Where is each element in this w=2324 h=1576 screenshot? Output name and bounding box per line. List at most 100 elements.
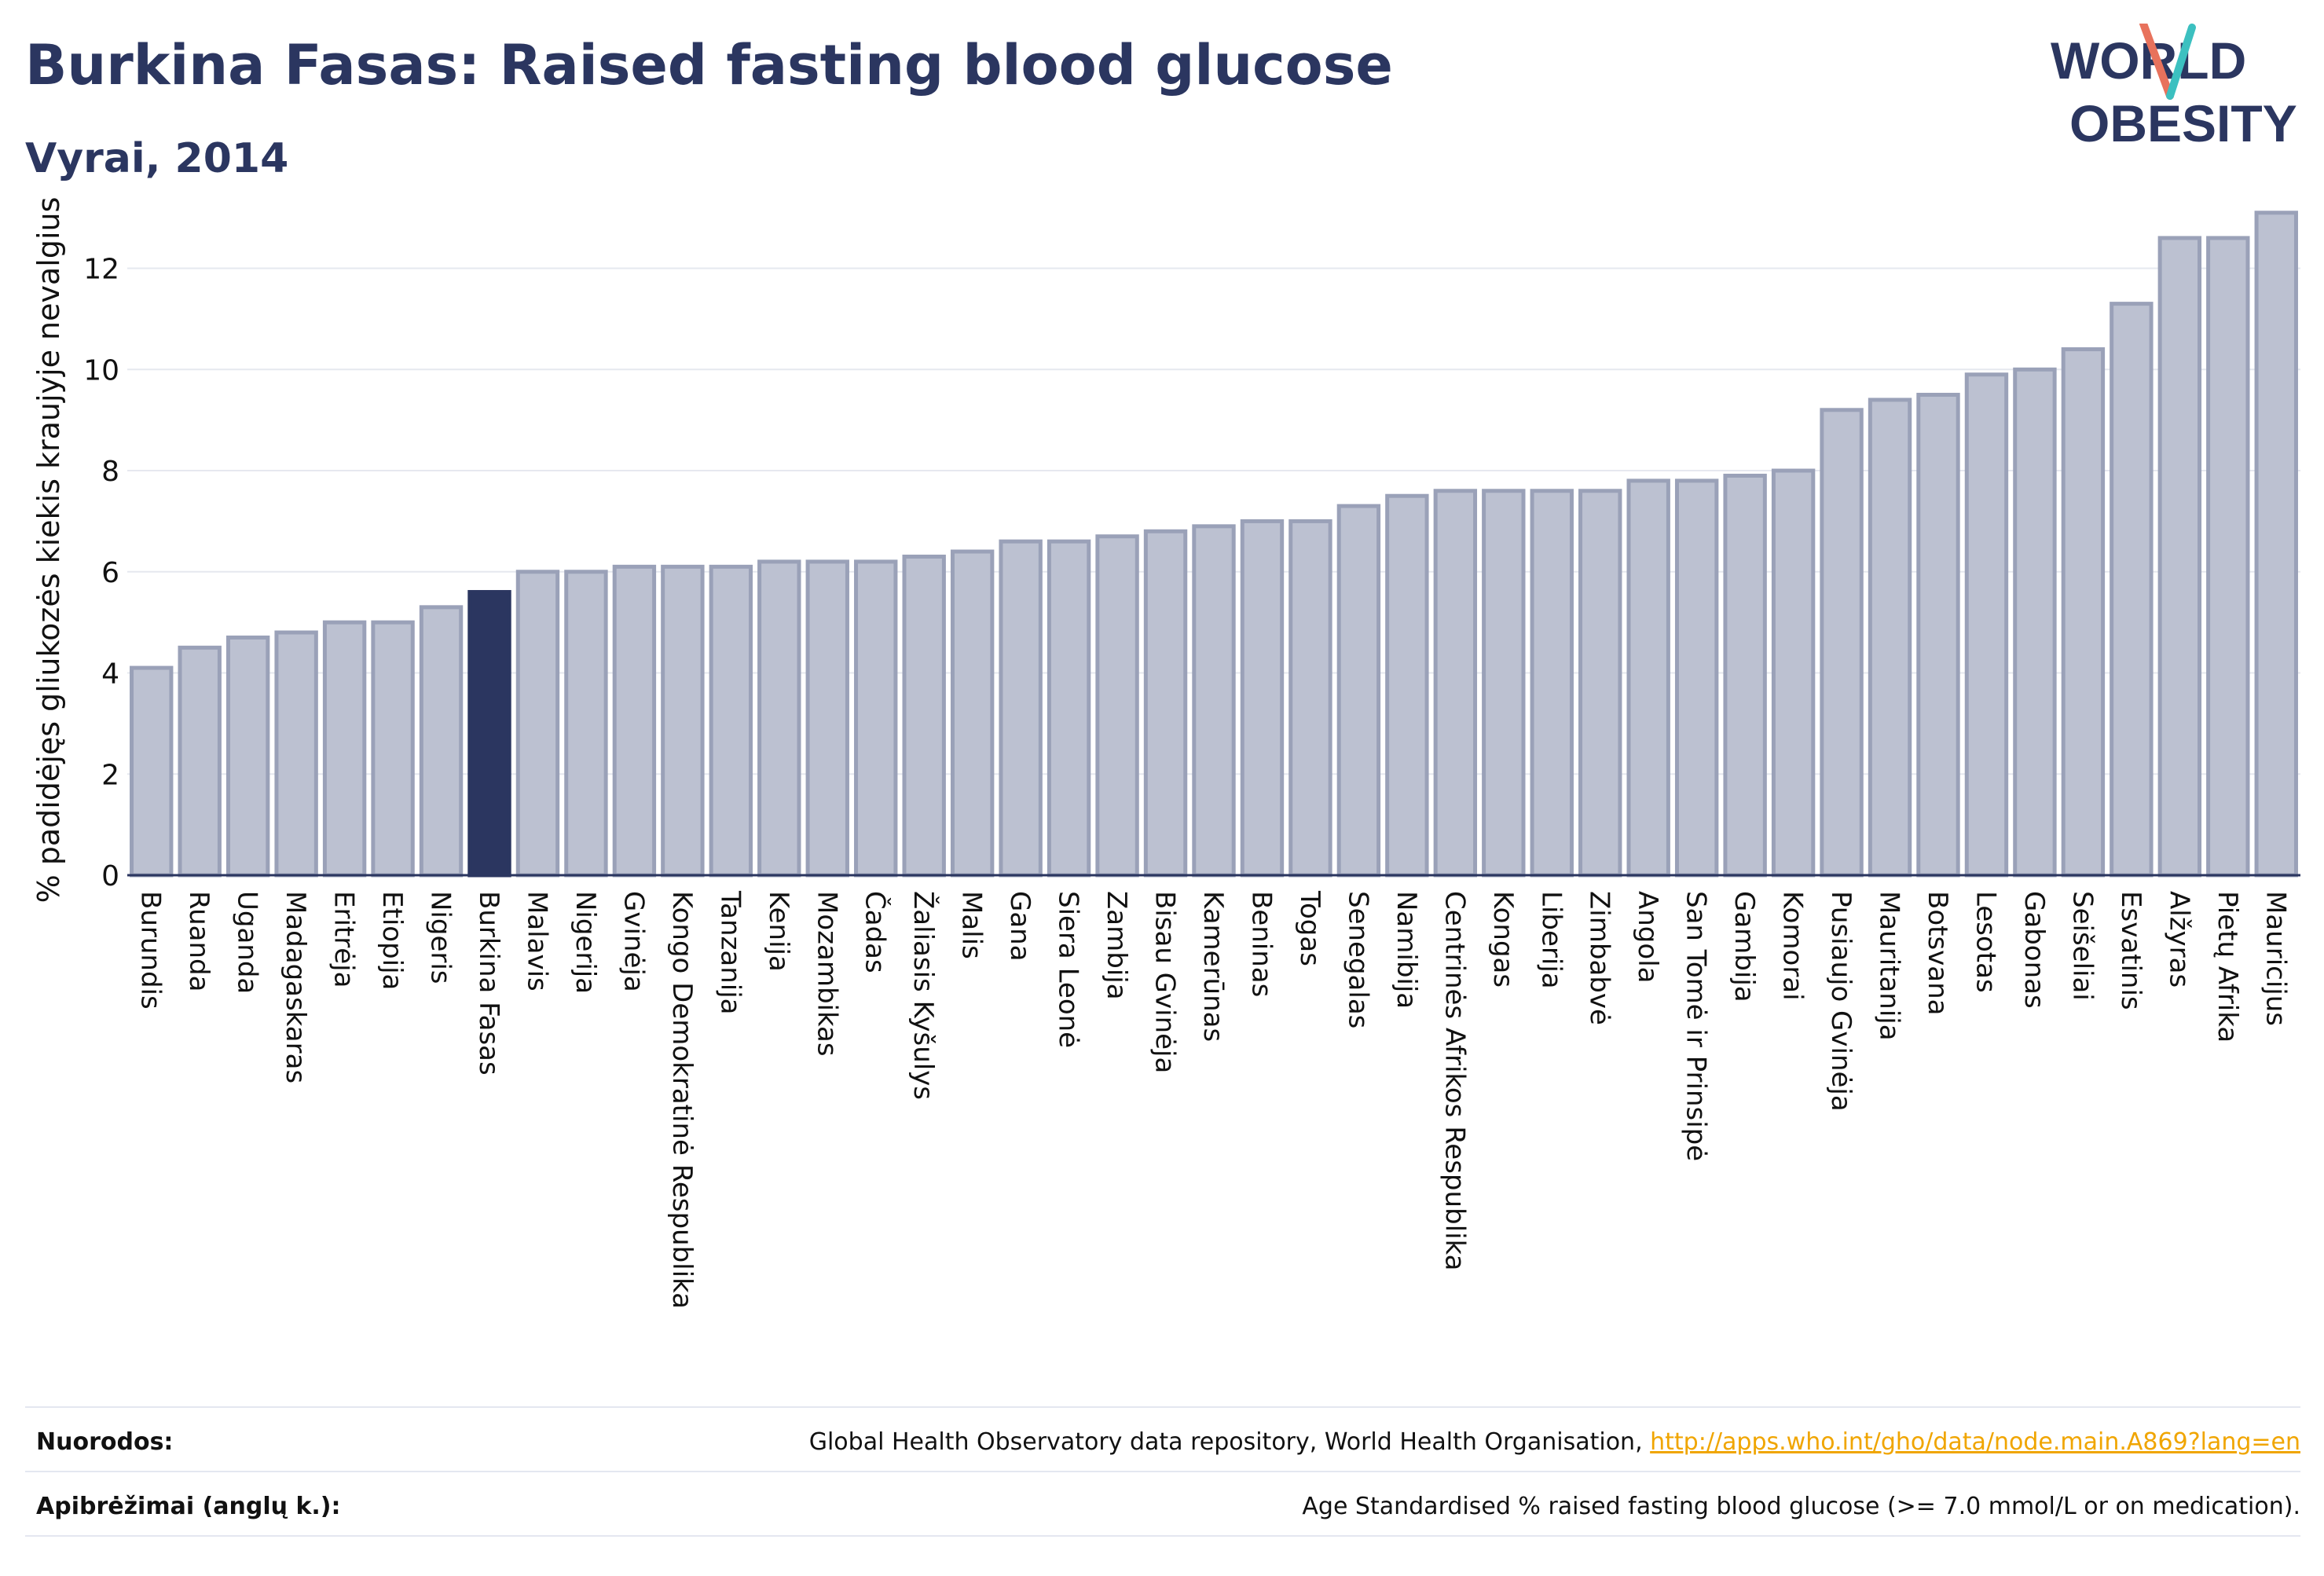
x-tick-label: Malavis	[521, 891, 552, 991]
x-tick-label: Bisau Gvinėja	[1149, 891, 1181, 1073]
bar	[371, 620, 415, 878]
x-tick-label: Tanzanija	[714, 890, 746, 1014]
chart-subtitle: Vyrai, 2014	[25, 135, 289, 182]
x-tick-label: Zambija	[1101, 891, 1132, 1000]
x-tick-label: Nigeris	[425, 891, 456, 984]
bar	[1820, 408, 1864, 878]
y-tick-label: 8	[101, 456, 119, 488]
bar	[1192, 524, 1236, 878]
definitions-label: Apibrėžimai (anglų k.):	[36, 1493, 341, 1520]
x-tick-label: Burkina Fasas	[473, 891, 504, 1076]
x-tick-label: Burundis	[135, 891, 167, 1010]
logo-slash-teal	[2166, 24, 2196, 100]
bar	[1288, 519, 1332, 878]
x-tick-label: Žaliasis Kyšulys	[907, 891, 940, 1100]
x-tick-label: Mauritanija	[1874, 891, 1905, 1041]
x-tick-label: Zimbabvė	[1584, 891, 1615, 1025]
bar-chart: 0 2 4 6 8 10 12 Burundis Ruanda Uganda Madagaskara…	[83, 211, 2300, 1309]
bar	[564, 570, 608, 878]
bar	[709, 564, 753, 878]
footer-divider-bottom	[25, 1535, 2300, 1537]
x-tick-label: Malis	[956, 891, 988, 959]
bar	[2157, 236, 2202, 878]
x-tick-label: Gana	[1004, 891, 1036, 962]
y-tick-label: 6	[101, 557, 119, 589]
x-tick-label: Siera Leonė	[1053, 891, 1084, 1048]
bar	[178, 645, 222, 878]
x-tick-label: Gambija	[1728, 891, 1760, 1002]
bar	[1578, 489, 1622, 878]
bar	[854, 559, 898, 878]
bar	[1771, 468, 1816, 878]
x-tick-label: Komorai	[1777, 891, 1809, 1001]
bar	[1723, 473, 1767, 878]
world-obesity-logo: WORLD OBESITY	[2051, 24, 2297, 152]
bar	[612, 564, 657, 878]
bar	[274, 630, 318, 878]
x-tick-label: Angola	[1632, 891, 1663, 983]
x-tick-label: Beninas	[1245, 891, 1277, 997]
bar	[1240, 519, 1285, 878]
x-tick-label: Centrinės Afrikos Respublika	[1439, 891, 1470, 1270]
definitions-value: Age Standardised % raised fasting blood …	[1302, 1493, 2300, 1520]
x-tick-label: Čadas	[860, 891, 892, 973]
y-tick-label: 0	[101, 860, 119, 892]
x-tick-label: Ruanda	[183, 891, 214, 991]
x-tick-label: Togas	[1294, 890, 1325, 966]
x-tick-label: Alžyras	[2163, 891, 2194, 988]
bar	[1916, 392, 1960, 878]
y-tick-label: 12	[83, 254, 119, 286]
bar	[950, 549, 995, 878]
x-tick-label: Gabonas	[2018, 891, 2050, 1009]
bar	[1433, 489, 1478, 878]
x-tick-label: Botsvana	[1922, 891, 1953, 1016]
x-tick-label: Kenija	[763, 891, 794, 972]
chart-title: Burkina Fasas: Raised fasting blood gluc…	[25, 33, 1393, 97]
bar	[1482, 489, 1526, 878]
footer-divider-middle	[25, 1471, 2300, 1472]
logo-slash-red	[2139, 24, 2174, 100]
bar	[225, 635, 270, 878]
x-tick-label: Liberija	[1535, 891, 1567, 989]
bar	[467, 590, 511, 878]
bar	[2206, 236, 2250, 878]
bar	[2254, 211, 2298, 878]
x-tick-label: Pietų Afrika	[2212, 891, 2243, 1043]
x-tick-label: Pusiaujo Gvinėja	[1825, 891, 1857, 1112]
sources-text: Global Health Observatory data repositor…	[808, 1428, 1651, 1456]
bar	[902, 554, 946, 878]
bar	[1385, 493, 1429, 878]
logo-line2: OBESITY	[2069, 94, 2297, 152]
x-tick-label: Namibija	[1391, 891, 1422, 1009]
sources-value: Global Health Observatory data repositor…	[809, 1428, 2300, 1456]
x-tick-label: San Tomė ir Prinsipė	[1681, 891, 1712, 1161]
x-tick-label: Lesotas	[1970, 891, 2001, 993]
footer-divider-top	[25, 1406, 2300, 1408]
sources-link[interactable]: http://apps.who.int/gho/data/node.main.A…	[1650, 1428, 2300, 1456]
bar	[2110, 302, 2154, 878]
bar	[1964, 372, 2009, 878]
bar	[130, 665, 174, 878]
x-tick-label: Kamerūnas	[1197, 891, 1229, 1042]
bar	[2061, 347, 2106, 878]
bar	[1674, 478, 1719, 878]
bar	[1095, 534, 1139, 878]
x-tick-label: Nigerija	[570, 891, 601, 994]
bar	[2013, 367, 2057, 878]
bar	[1143, 529, 1188, 878]
bar	[757, 559, 801, 878]
x-tick-label: Mozambikas	[811, 891, 842, 1057]
y-tick-label: 2	[101, 759, 119, 791]
bar	[1530, 489, 1574, 878]
x-tick-label: Mauricijus	[2260, 891, 2291, 1026]
bar	[515, 570, 560, 878]
x-tick-label: Etiopija	[376, 891, 408, 990]
x-tick-label: Kongo Demokratinė Respublika	[666, 891, 698, 1309]
x-tick-label: Madagaskaras	[280, 891, 311, 1083]
y-tick-label: 10	[83, 354, 119, 387]
x-tick-label: Uganda	[232, 891, 263, 994]
bar	[419, 605, 464, 878]
y-tick-label: 4	[101, 658, 119, 691]
x-tick-label: Esvatinis	[2115, 891, 2146, 1010]
sources-label: Nuorodos:	[36, 1428, 174, 1456]
